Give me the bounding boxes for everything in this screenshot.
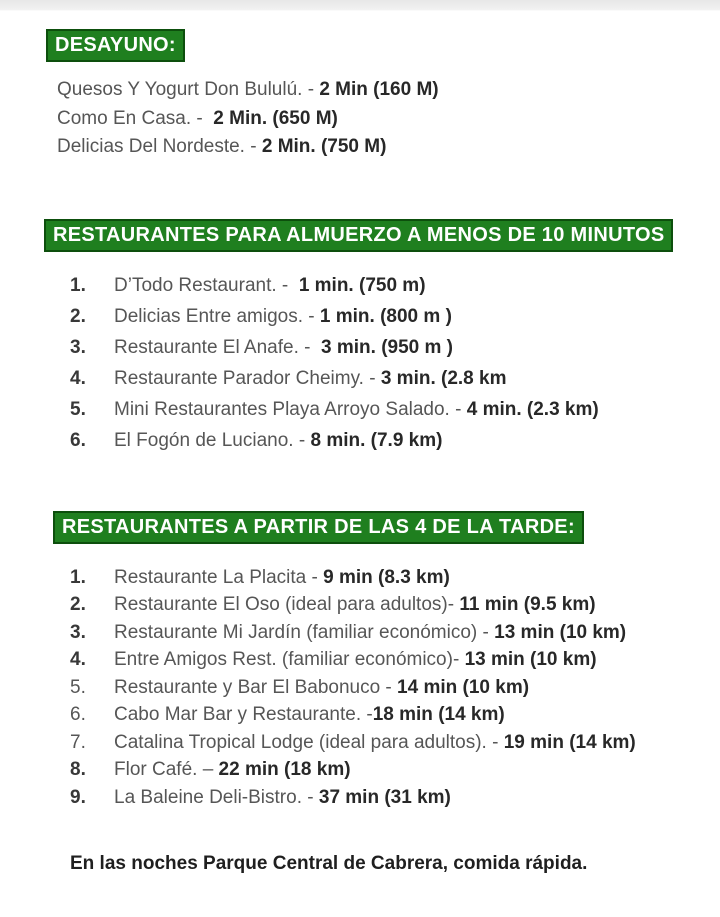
item-time: 19 min (14 km) <box>503 731 636 753</box>
list-item: 4. Restaurante Parador Cheimy. - 3 min. (… <box>70 363 720 394</box>
section-tarde: RESTAURANTES A PARTIR DE LAS 4 DE LA TAR… <box>0 456 720 812</box>
list-item: 3. Restaurante Mi Jardín (familiar económ… <box>70 619 720 647</box>
item-number: 4. <box>70 367 86 389</box>
item-name: Restaurante El Anafe. - <box>114 336 322 358</box>
item-time: 37 min (31 km) <box>318 786 451 808</box>
item-time: 3 min. (950 m ) <box>321 336 454 358</box>
item-name: Cabo Mar Bar y Restaurante. - <box>114 704 373 725</box>
item-time: 9 min (8.3 km) <box>323 566 450 588</box>
list-item: 5. Mini Restaurantes Playa Arroyo Salado.… <box>70 394 720 425</box>
item-time: 1 min. (800 m ) <box>319 305 452 327</box>
item-name: Catalina Tropical Lodge (ideal para adul… <box>114 731 504 753</box>
item-name: El Fogón de Luciano. - <box>114 429 311 451</box>
list-item: 8. Flor Café. – 22 min (18 km) <box>70 756 720 784</box>
item-name: Restaurante El Oso (ideal para adultos)- <box>114 594 460 615</box>
desayuno-list: Quesos Y Yogurt Don Bululú. - 2 Min (160… <box>57 76 720 162</box>
item-number: 6. <box>70 429 86 451</box>
list-item: Como En Casa. - 2 Min. (650 M) <box>57 105 720 134</box>
section-title-almuerzo: RESTAURANTES PARA ALMUERZO A MENOS DE 10… <box>44 218 674 252</box>
item-time: 18 min (14 km) <box>372 704 505 725</box>
item-name: Restaurante Mi Jardín (familiar económic… <box>114 621 495 643</box>
item-time: 14 min (10 km) <box>397 676 530 698</box>
item-number: 3. <box>70 621 86 643</box>
list-item: Delicias Del Nordeste. - 2 Min. (750 M) <box>57 133 720 162</box>
item-name: Delicias Entre amigos. - <box>114 305 320 327</box>
item-name: Delicias Del Nordeste. - <box>57 136 262 157</box>
item-time: 1 min. (750 m) <box>298 274 426 296</box>
item-number: 1. <box>70 274 86 296</box>
item-number: 8. <box>70 759 86 780</box>
section-title-tarde: RESTAURANTES A PARTIR DE LAS 4 DE LA TAR… <box>53 510 584 544</box>
footer-note: En las noches Parque Central de Cabrera,… <box>70 853 588 874</box>
item-time: 2 Min. (650 M) <box>213 107 338 129</box>
list-item: 5. Restaurante y Bar El Babonuco - 14 min… <box>70 674 720 702</box>
item-name: La Baleine Deli-Bistro. - <box>114 786 319 808</box>
list-item: 4. Entre Amigos Rest. (familiar económico… <box>70 646 720 674</box>
item-name: Quesos Y Yogurt Don Bululú. - <box>57 79 320 100</box>
item-time: 11 min (9.5 km) <box>459 594 596 615</box>
item-number: 9. <box>70 786 86 808</box>
item-number: 5. <box>70 676 86 698</box>
photo-edge-bar <box>0 0 720 11</box>
item-name: D’Todo Restaurant. - <box>114 274 299 296</box>
list-item: 3. Restaurante El Anafe. - 3 min. (950 m … <box>70 332 720 363</box>
item-number: 6. <box>70 704 86 725</box>
section-desayuno: DESAYUNO: Quesos Y Yogurt Don Bululú. - … <box>0 11 720 162</box>
item-number: 7. <box>70 731 86 753</box>
list-item: 2. Restaurante El Oso (ideal para adultos… <box>70 591 720 619</box>
item-name: Restaurante La Placita - <box>114 566 324 588</box>
list-item: 1. D’Todo Restaurant. - 1 min. (750 m) <box>70 270 720 301</box>
item-time: 2 Min. (750 M) <box>261 136 387 157</box>
tarde-list: 1. Restaurante La Placita - 9 min (8.3 km… <box>70 564 720 812</box>
almuerzo-list: 1. D’Todo Restaurant. - 1 min. (750 m) 2.… <box>70 270 720 456</box>
item-name: Restaurante y Bar El Babonuco - <box>114 676 398 698</box>
item-number: 2. <box>70 594 86 615</box>
item-time: 13 min (10 km) <box>494 621 627 643</box>
section-almuerzo: RESTAURANTES PARA ALMUERZO A MENOS DE 10… <box>0 162 720 456</box>
item-number: 3. <box>70 336 86 358</box>
list-item: 1. Restaurante La Placita - 9 min (8.3 km… <box>70 564 720 592</box>
list-item: 7. Catalina Tropical Lodge (ideal para ad… <box>70 729 720 757</box>
list-item: Quesos Y Yogurt Don Bululú. - 2 Min (160… <box>57 76 720 105</box>
restaurant-guide-document: DESAYUNO: Quesos Y Yogurt Don Bululú. - … <box>0 0 720 874</box>
list-item: 6. El Fogón de Luciano. - 8 min. (7.9 km) <box>70 425 720 456</box>
item-time: 22 min (18 km) <box>218 759 351 780</box>
item-time: 3 min. (2.8 km <box>380 367 507 389</box>
list-item: 2. Delicias Entre amigos. - 1 min. (800 m… <box>70 301 720 332</box>
item-name: Como En Casa. - <box>57 107 214 129</box>
item-name: Restaurante Parador Cheimy. - <box>114 367 381 389</box>
item-time: 13 min (10 km) <box>464 649 597 670</box>
list-item: 9. La Baleine Deli-Bistro. - 37 min (31 k… <box>70 784 720 812</box>
item-time: 2 Min (160 M) <box>319 79 439 100</box>
item-time: 4 min. (2.3 km) <box>466 398 599 420</box>
section-title-desayuno: DESAYUNO: <box>46 29 185 62</box>
item-number: 5. <box>70 398 86 420</box>
item-number: 2. <box>70 305 86 327</box>
item-name: Flor Café. – <box>114 759 219 780</box>
item-name: Entre Amigos Rest. (familiar económico)- <box>114 649 465 670</box>
item-time: 8 min. (7.9 km) <box>310 429 443 451</box>
item-number: 1. <box>70 566 86 588</box>
item-number: 4. <box>70 649 86 670</box>
item-name: Mini Restaurantes Playa Arroyo Salado. - <box>114 398 467 420</box>
list-item: 6. Cabo Mar Bar y Restaurante. -18 min (1… <box>70 701 720 729</box>
